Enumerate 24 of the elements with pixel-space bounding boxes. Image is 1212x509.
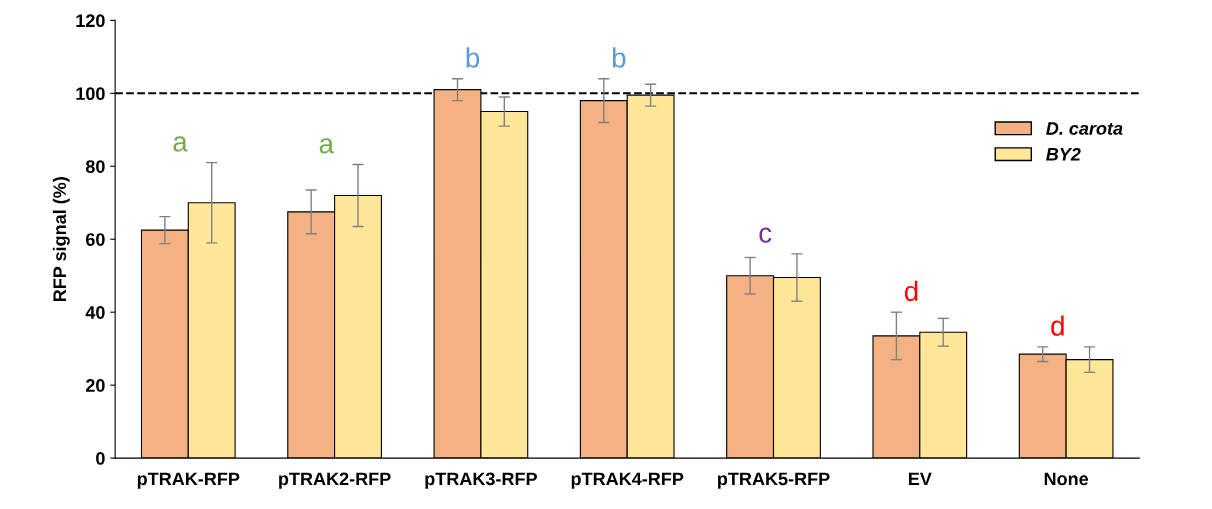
y-tick-label: 100 bbox=[76, 87, 105, 101]
y-tick-label: 0 bbox=[96, 452, 105, 465]
annotation: a bbox=[319, 138, 334, 154]
y-tick-label: 60 bbox=[86, 233, 105, 246]
y-tick-label: 20 bbox=[85, 379, 105, 392]
y-tick-label: 80 bbox=[85, 160, 105, 173]
x-tick-label: pTRAK-RFP bbox=[137, 472, 240, 489]
legend-label: D. carota bbox=[1046, 122, 1123, 135]
x-tick-label: pTRAK4-RFP bbox=[571, 472, 684, 489]
x-tick-label: pTRAK2-RFP bbox=[279, 472, 391, 489]
annotation: a bbox=[173, 136, 188, 152]
x-tick-label: None bbox=[1044, 472, 1089, 486]
y-tick-label: 120 bbox=[76, 14, 105, 28]
annotation: d bbox=[1051, 315, 1064, 336]
annotation: d bbox=[904, 280, 918, 302]
x-tick-label: pTRAK3-RFP bbox=[425, 472, 537, 489]
y-tick-label: 40 bbox=[85, 306, 105, 319]
annotation: b bbox=[466, 47, 480, 68]
y-axis-title: RFP signal (%) bbox=[52, 177, 70, 302]
annotation: c bbox=[759, 227, 772, 243]
x-tick-label: EV bbox=[908, 472, 932, 486]
x-tick-label: pTRAK5-RFP bbox=[718, 472, 830, 489]
annotation: b bbox=[612, 47, 626, 68]
legend-label: BY2 bbox=[1046, 147, 1081, 161]
